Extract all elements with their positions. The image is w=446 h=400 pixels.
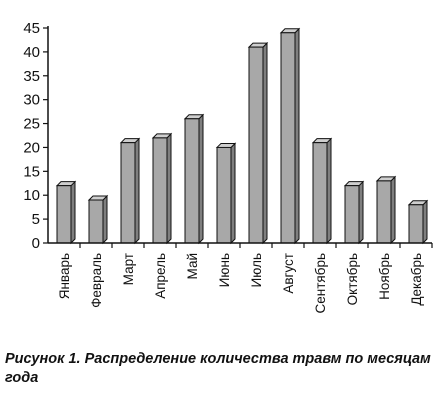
x-category-label: Апрель xyxy=(153,253,168,299)
bar-top xyxy=(311,138,333,144)
x-category-label: Октябрь xyxy=(345,253,360,305)
bar xyxy=(215,142,237,245)
bar-top xyxy=(343,181,365,187)
bar-side xyxy=(166,132,172,245)
y-tick-label: 15 xyxy=(23,163,40,180)
bar-front xyxy=(216,146,232,244)
bar-front xyxy=(120,142,136,244)
bar-top xyxy=(55,181,77,187)
x-category-label: Март xyxy=(121,253,136,285)
y-tick-label: 35 xyxy=(23,68,40,85)
bar-side xyxy=(102,194,108,245)
bar-top xyxy=(279,28,301,34)
bar-top xyxy=(407,200,429,206)
bar-side xyxy=(358,180,364,245)
x-axis: Январь Февраль Март Апрель Май Июнь Июль Август… xyxy=(48,242,433,313)
y-tick-label: 30 xyxy=(23,92,40,109)
bar-front xyxy=(312,142,328,244)
bars xyxy=(55,27,429,245)
bar-top xyxy=(87,195,109,201)
bar-side xyxy=(390,175,396,245)
bar xyxy=(279,27,301,245)
bar-top xyxy=(215,142,237,148)
bar-front xyxy=(152,137,168,244)
y-tick-label: 25 xyxy=(23,116,40,133)
y-tick-label: 0 xyxy=(32,235,40,252)
bar-side xyxy=(326,137,332,245)
y-tick-label: 45 xyxy=(23,20,40,37)
bar-top xyxy=(183,114,205,120)
bar-side xyxy=(294,27,300,245)
bar-front xyxy=(248,46,264,244)
bar xyxy=(375,175,397,245)
x-category-label: Июль xyxy=(249,253,264,287)
bar-front xyxy=(184,118,200,244)
bar-side xyxy=(262,41,268,245)
x-category-label: Май xyxy=(185,253,200,279)
x-category-label: Сентябрь xyxy=(313,253,328,313)
y-tick-label: 20 xyxy=(23,139,40,156)
bar-side xyxy=(134,137,140,245)
bar-front xyxy=(408,204,424,244)
x-category-label: Август xyxy=(281,253,296,294)
x-category-label: Декабрь xyxy=(409,253,424,306)
bar xyxy=(343,180,365,245)
x-category-label: Февраль xyxy=(89,253,104,308)
bar-side xyxy=(422,199,428,245)
bar-side xyxy=(230,142,236,245)
bar xyxy=(55,180,77,245)
bar-top xyxy=(247,42,269,48)
bar-side xyxy=(70,180,76,245)
figure-caption: Рисунок 1. Распределение количества трав… xyxy=(5,351,431,386)
y-tick-label: 5 xyxy=(32,211,40,228)
x-category-label: Ноябрь xyxy=(377,253,392,300)
y-axis: 0 5 10 15 20 25 30 35 40 45 xyxy=(23,20,49,252)
bar-front xyxy=(280,32,296,244)
bar-top xyxy=(375,176,397,182)
bar-top xyxy=(151,133,173,139)
bar-side xyxy=(198,113,204,245)
bar-front xyxy=(344,185,360,244)
x-category-label: Январь xyxy=(57,253,72,299)
bar xyxy=(247,41,269,245)
bar xyxy=(119,137,141,245)
bar xyxy=(151,132,173,245)
bar-front xyxy=(376,180,392,244)
bar xyxy=(87,194,109,245)
bar-front xyxy=(56,185,72,244)
bar-front xyxy=(88,199,104,244)
bar-chart: 0 5 10 15 20 25 30 35 40 45 Январь Февраль Март Апре… xyxy=(23,20,433,313)
y-tick-label: 10 xyxy=(23,187,40,204)
y-tick-label: 40 xyxy=(23,44,40,61)
bar-top xyxy=(119,138,141,144)
x-category-label: Июнь xyxy=(217,253,232,287)
bar xyxy=(407,199,429,245)
bar xyxy=(183,113,205,245)
bar xyxy=(311,137,333,245)
